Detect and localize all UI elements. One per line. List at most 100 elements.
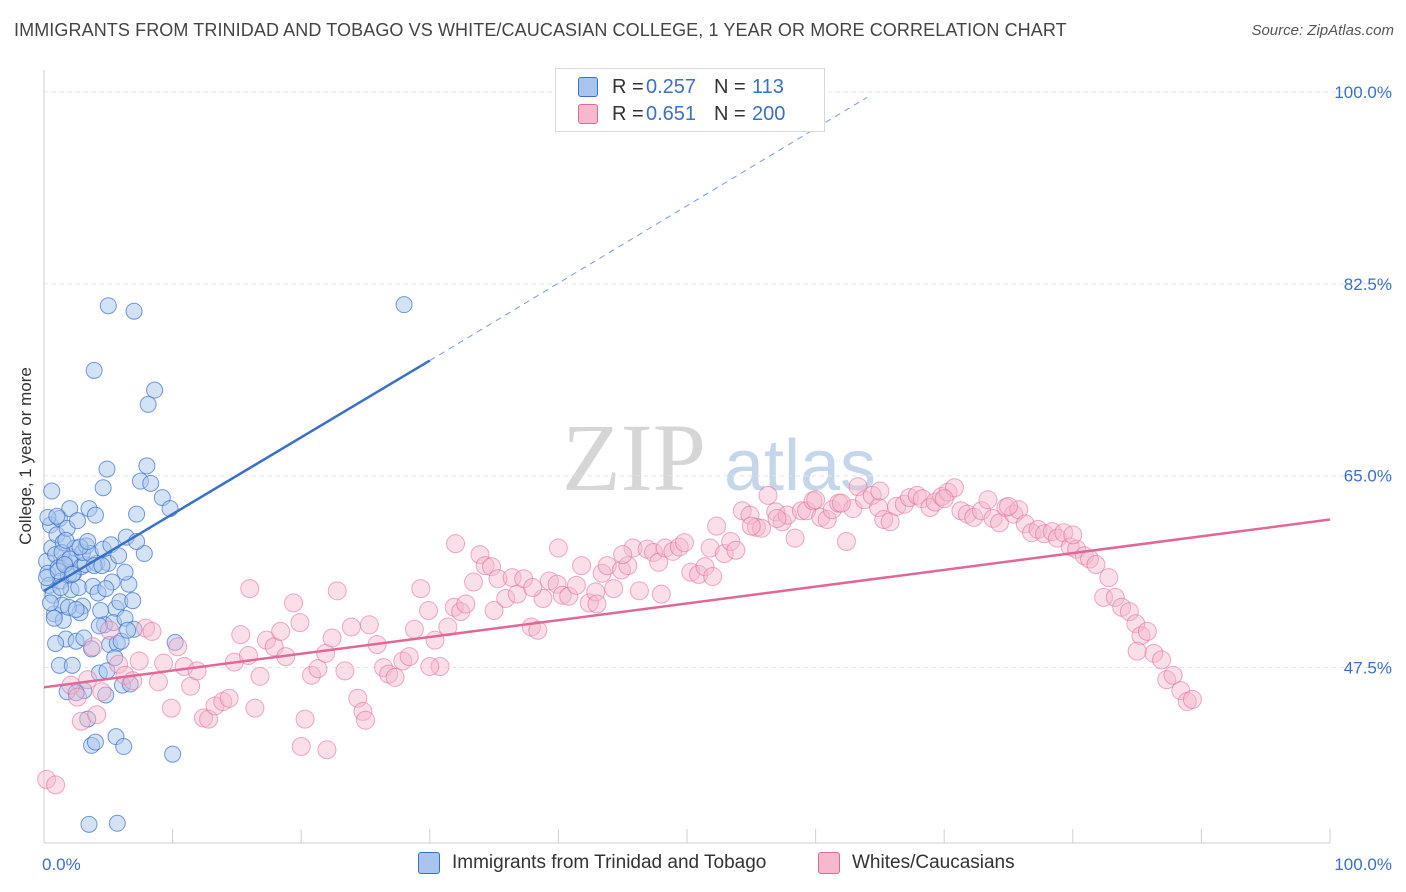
data-point	[446, 534, 466, 554]
data-point	[758, 485, 778, 505]
data-point	[482, 557, 502, 577]
blue-swatch	[418, 852, 440, 874]
data-point	[785, 528, 805, 548]
data-point	[597, 556, 617, 576]
data-point	[681, 562, 701, 582]
data-point	[45, 609, 63, 627]
data-point	[766, 502, 786, 522]
data-point	[271, 621, 291, 641]
data-point	[97, 580, 115, 598]
correlation-legend: R = 0.257 N = 113 R = 0.651 N = 200	[555, 68, 825, 132]
data-point	[488, 569, 508, 589]
data-point	[566, 575, 586, 595]
data-point	[999, 496, 1018, 516]
legend-n-label: N =	[714, 102, 746, 125]
legend-label-immigrants: Immigrants from Trinidad and Tobago	[452, 852, 767, 873]
data-point	[43, 482, 61, 500]
data-point	[290, 613, 310, 633]
data-point	[139, 395, 157, 413]
pink-swatch	[578, 104, 598, 124]
data-point	[356, 710, 375, 730]
data-point	[674, 533, 694, 553]
data-point	[496, 588, 516, 608]
data-point	[1009, 500, 1029, 520]
data-point	[547, 574, 567, 594]
data-point	[116, 563, 134, 581]
legend-item-whites[interactable]: Whites/Caucasians	[818, 852, 1015, 874]
data-point	[475, 556, 495, 576]
data-point	[767, 508, 787, 528]
data-point	[1126, 614, 1146, 634]
data-point	[148, 672, 168, 692]
blue-swatch	[578, 77, 598, 97]
data-point	[98, 460, 116, 478]
data-point	[971, 501, 991, 521]
data-point	[1035, 524, 1055, 544]
data-point	[934, 489, 954, 509]
data-point	[1137, 621, 1157, 641]
data-point	[106, 649, 124, 667]
data-point	[604, 579, 624, 599]
data-point	[644, 542, 664, 562]
data-point	[47, 634, 65, 652]
data-point	[48, 507, 66, 525]
data-point	[1063, 525, 1083, 545]
data-point	[61, 500, 79, 518]
x-tick-label: 100.0%	[1334, 855, 1392, 874]
data-point	[341, 617, 361, 637]
data-point	[870, 481, 890, 501]
y-tick-label: 100.0%	[1334, 83, 1392, 102]
data-point	[806, 490, 826, 510]
x-tick-label: 0.0%	[42, 855, 81, 874]
data-point	[528, 620, 548, 640]
data-point	[87, 705, 107, 725]
data-point	[552, 585, 572, 605]
data-point	[124, 592, 142, 610]
series-immigrants-trinidad-tobago	[38, 296, 413, 833]
legend-n-label: N =	[714, 75, 746, 98]
data-point	[430, 656, 450, 676]
data-point	[464, 572, 484, 592]
data-point	[1144, 643, 1164, 663]
data-point	[138, 457, 156, 475]
data-point	[240, 579, 260, 599]
data-point	[108, 814, 126, 832]
data-point	[97, 686, 115, 704]
data-point	[295, 709, 315, 729]
data-point	[420, 656, 440, 676]
data-point	[651, 584, 671, 604]
data-point	[99, 297, 117, 315]
data-point	[1182, 689, 1202, 709]
data-point	[484, 601, 504, 621]
blue-trend-extension	[429, 96, 868, 361]
data-point	[411, 579, 431, 599]
data-point	[726, 540, 746, 560]
data-point	[1127, 641, 1147, 661]
data-point	[80, 815, 98, 833]
data-point	[1163, 665, 1183, 685]
axes	[43, 70, 1331, 844]
legend-r-value: 0.651	[646, 102, 697, 125]
data-point	[777, 505, 797, 525]
data-point	[92, 602, 110, 620]
data-point	[129, 651, 149, 671]
data-point	[1105, 587, 1125, 607]
data-point	[579, 593, 599, 613]
data-point	[741, 516, 761, 536]
data-point	[63, 656, 81, 674]
chart-title: IMMIGRANTS FROM TRINIDAD AND TOBAGO VS W…	[14, 20, 1067, 40]
data-point	[146, 381, 164, 399]
data-point	[470, 545, 490, 565]
data-point	[907, 485, 927, 505]
blue-trend-line	[43, 359, 431, 592]
y-axis-label: College, 1 year or more	[16, 367, 35, 545]
data-point	[142, 621, 162, 641]
data-point	[187, 661, 207, 681]
legend-r-label: R =	[612, 102, 644, 125]
data-point	[978, 490, 998, 510]
legend-row-blue: R = 0.257 N = 113	[578, 75, 784, 99]
legend-item-immigrants[interactable]: Immigrants from Trinidad and Tobago	[418, 852, 766, 874]
y-tick-label: 47.5%	[1344, 659, 1392, 678]
legend-n-value: 113	[752, 75, 784, 98]
